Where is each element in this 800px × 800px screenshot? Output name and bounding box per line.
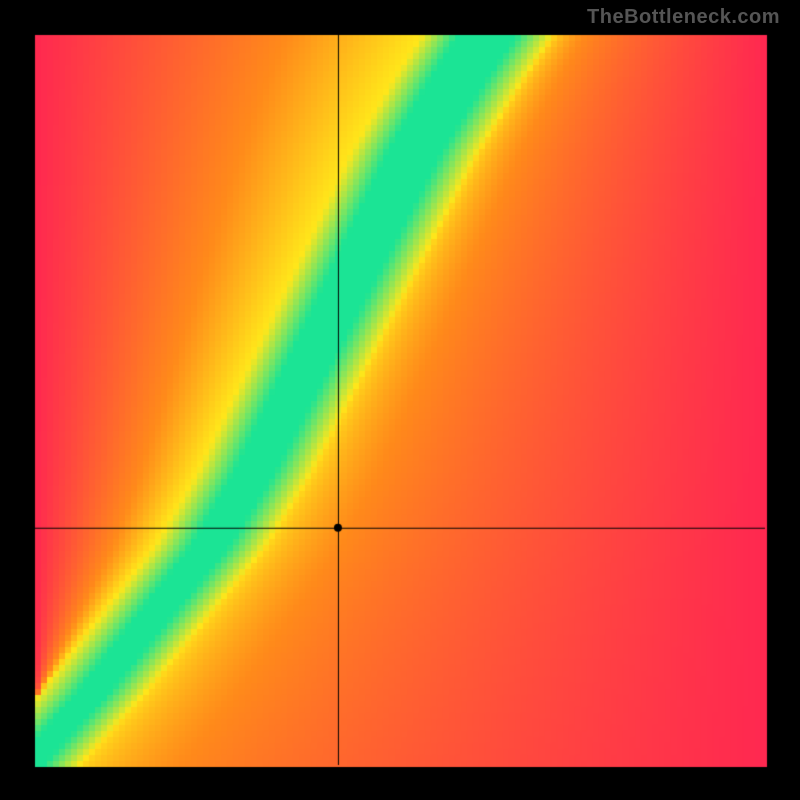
heatmap-canvas (0, 0, 800, 800)
chart-container: TheBottleneck.com (0, 0, 800, 800)
watermark-text: TheBottleneck.com (587, 6, 780, 29)
